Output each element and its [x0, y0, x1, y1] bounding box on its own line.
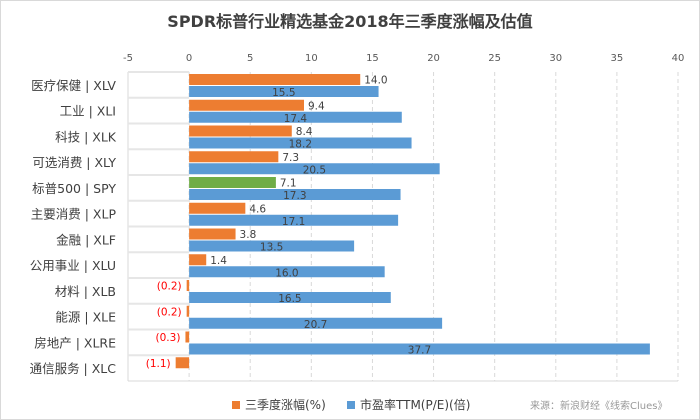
x-tick-label: 20	[427, 53, 440, 64]
bar-growth	[189, 254, 207, 266]
bar-label-growth: 4.6	[249, 203, 266, 215]
bar-label-pe: 20.5	[303, 164, 326, 176]
bar-pe	[189, 137, 412, 149]
bar-growth	[185, 331, 190, 343]
bar-label-growth: (0.3)	[156, 332, 181, 344]
bar-label-pe: 16.0	[275, 267, 298, 279]
bar-pe	[189, 292, 391, 303]
legend-label: 三季度涨幅(%)	[245, 398, 326, 412]
bar-pe	[189, 214, 399, 226]
bar-pe	[189, 111, 402, 123]
bar-growth	[189, 151, 279, 163]
category-label: 通信服务 | XLC	[30, 361, 117, 376]
x-tick-label: 10	[305, 53, 318, 64]
bar-pe	[189, 86, 379, 97]
x-tick-label: -5	[123, 53, 133, 64]
bar-pe	[189, 343, 650, 355]
bar-growth	[186, 280, 190, 291]
category-label: 医疗保健 | XLV	[31, 78, 116, 93]
bar-pe	[189, 317, 443, 329]
bar-label-growth: 7.1	[280, 178, 297, 190]
category-label: 能源 | XLE	[55, 310, 116, 325]
category-label: 金融 | XLF	[56, 232, 116, 247]
bar-label-growth: 7.3	[282, 152, 299, 164]
bar-label-pe: 13.5	[260, 242, 283, 254]
legend-label: 市盈率TTM(P/E)(倍)	[360, 398, 471, 412]
x-tick-label: 35	[611, 53, 624, 64]
bar-label-pe: 37.7	[408, 345, 431, 357]
x-tick-label: 5	[247, 53, 253, 64]
bar-label-pe: 16.5	[278, 293, 301, 305]
bar-growth	[189, 99, 304, 111]
bar-label-growth: (0.2)	[157, 306, 182, 318]
bar-label-pe: 17.4	[284, 113, 308, 125]
bar-label-pe: 15.5	[272, 87, 295, 99]
category-label: 房地产 | XLRE	[34, 335, 116, 350]
source-note: 来源：新浪财经《线索Clues》	[530, 401, 668, 412]
category-label: 公用事业 | XLU	[30, 258, 116, 273]
bar-label-growth: 8.4	[296, 126, 313, 138]
bar-growth	[189, 202, 246, 214]
bar-growth	[189, 74, 361, 85]
category-label: 标普500 | SPY	[32, 181, 116, 196]
bar-growth	[189, 177, 276, 188]
bar-label-pe: 17.3	[283, 190, 306, 202]
x-tick-label: 30	[549, 53, 562, 64]
x-tick-label: 25	[488, 53, 501, 64]
x-tick-label: 15	[366, 53, 379, 64]
bar-label-growth: (0.2)	[157, 281, 182, 293]
bar-label-growth: 1.4	[210, 255, 227, 267]
category-label: 可选消费 | XLY	[32, 155, 116, 170]
category-label: 主要消费 | XLP	[31, 207, 117, 222]
bar-growth	[189, 228, 236, 240]
bar-pe	[189, 163, 440, 175]
legend-item-growth: 三季度涨幅(%)	[232, 396, 326, 413]
chart-title: SPDR标普行业精选基金2018年三季度涨幅及估值	[167, 12, 533, 31]
bar-label-growth: (1.1)	[146, 358, 171, 370]
legend-item-pe: 市盈率TTM(P/E)(倍)	[347, 396, 470, 413]
category-label: 材料 | XLB	[55, 284, 116, 299]
bar-label-growth: 14.0	[364, 75, 387, 87]
bar-growth	[175, 357, 190, 369]
bar-label-growth: 9.4	[308, 100, 325, 112]
bar-pe	[189, 189, 401, 200]
legend-swatch-blue	[347, 400, 355, 409]
category-label: 科技 | XLK	[55, 129, 117, 144]
bar-growth	[186, 305, 190, 317]
bar-label-pe: 18.2	[289, 139, 312, 151]
bar-label-pe: 17.1	[282, 216, 305, 228]
bar-pe	[189, 240, 355, 252]
bar-label-growth: 3.8	[240, 229, 257, 241]
x-tick-label: 0	[186, 53, 192, 64]
x-tick-label: 40	[672, 53, 685, 64]
bar-pe	[189, 266, 385, 278]
bar-growth	[189, 125, 292, 137]
legend-swatch-orange	[232, 400, 240, 409]
bar-label-pe: 20.7	[304, 319, 327, 331]
category-label: 工业 | XLI	[60, 104, 116, 119]
